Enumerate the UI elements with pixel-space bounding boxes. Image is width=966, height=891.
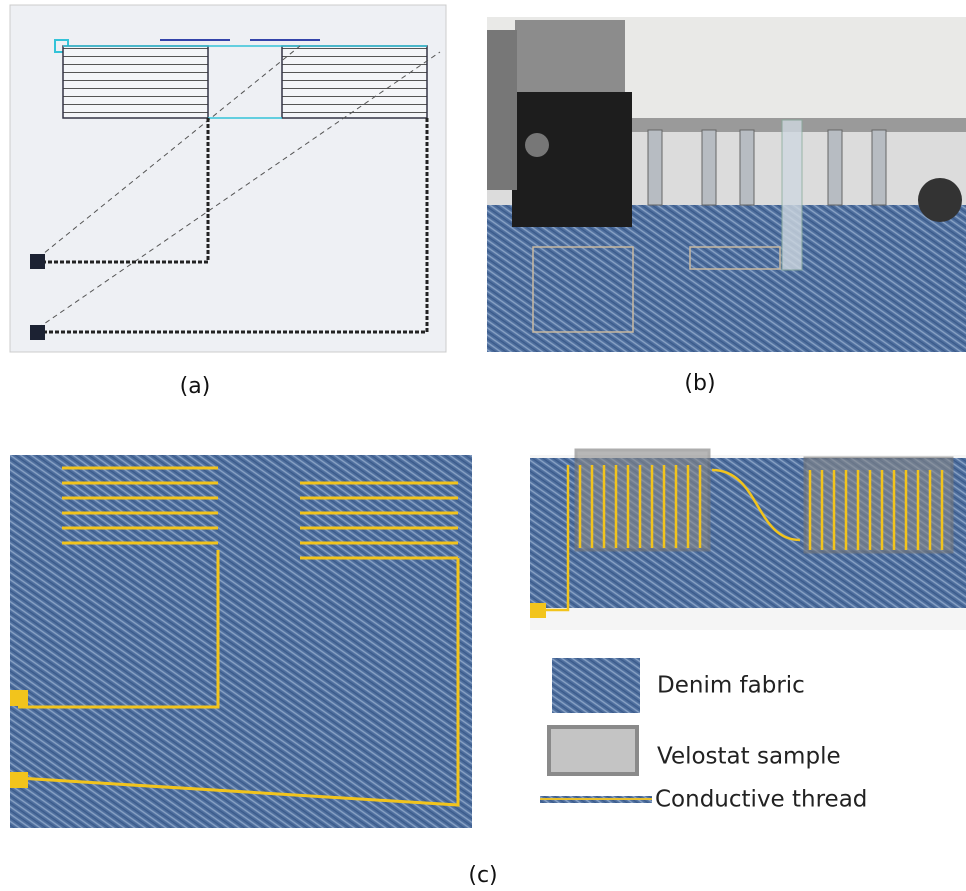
panel-a	[10, 5, 446, 352]
legend-swatch	[549, 727, 637, 774]
page: {"panels": {"a": {"label": "(a)"}, "b": …	[0, 0, 966, 891]
panel-label: (c)	[468, 863, 497, 888]
legend-label: Velostat sample	[657, 744, 841, 770]
legend-label: Denim fabric	[657, 673, 805, 699]
panel-label: (a)	[180, 374, 211, 399]
figure: (a) (b)	[0, 0, 966, 891]
panel-label: (b)	[684, 371, 715, 396]
panel-c-left	[10, 455, 472, 828]
panel-b	[487, 17, 966, 352]
legend-swatch	[552, 658, 640, 713]
legend: Denim fabric Velostat sample Conductive …	[540, 658, 867, 813]
legend-label: Conductive thread	[655, 787, 867, 813]
panel-c-right	[530, 450, 966, 630]
